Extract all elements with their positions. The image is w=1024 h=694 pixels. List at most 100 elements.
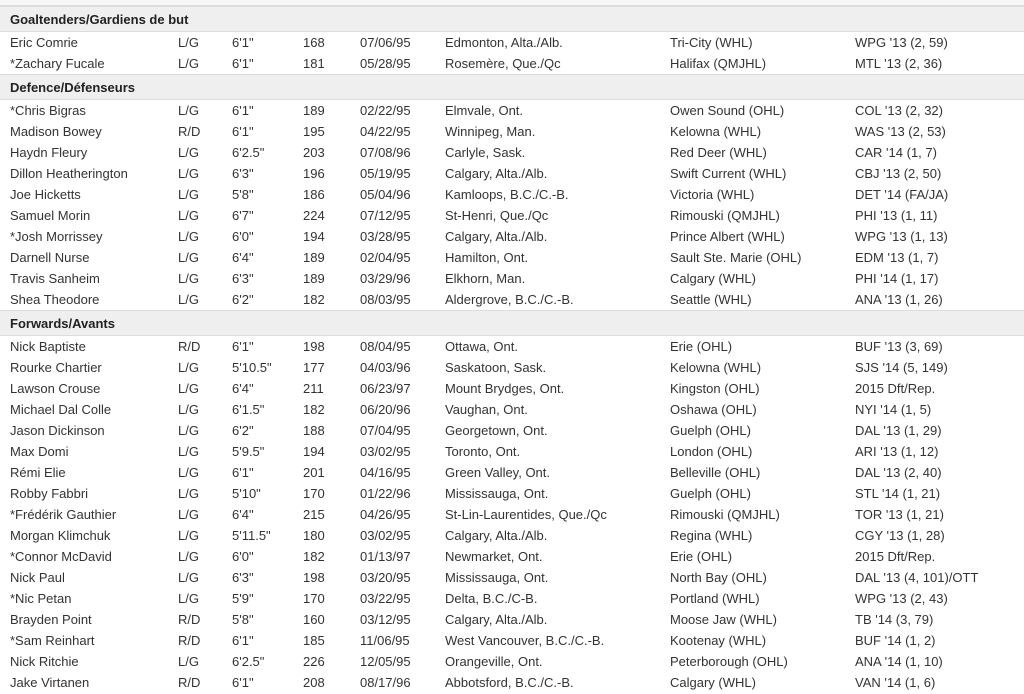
birth-date: 11/06/95	[360, 633, 410, 648]
club-team: Erie (OHL)	[670, 549, 733, 564]
player-name: *Connor McDavid	[10, 549, 112, 564]
height: 6'1"	[232, 633, 254, 648]
birth-date: 05/28/95	[360, 56, 411, 71]
shoots: L/G	[178, 229, 199, 244]
birth-date: 08/17/96	[360, 675, 411, 690]
table-row: Jason Dickinson L/G 6'2" 188 07/04/95 Georget…	[0, 420, 1024, 441]
player-name: Lawson Crouse	[10, 381, 101, 396]
club-team: Red Deer (WHL)	[670, 145, 767, 160]
club-team: Rimouski (QMJHL)	[670, 507, 780, 522]
player-name: *Frédérik Gauthier	[10, 507, 117, 522]
table-row: Darnell Nurse L/G 6'4" 189 02/04/95 Hamilton,…	[0, 247, 1024, 268]
player-name: Michael Dal Colle	[10, 402, 112, 417]
draft-info: PHI '14 (1, 17)	[855, 271, 939, 286]
draft-info: DET '14 (FA/JA)	[855, 187, 949, 202]
player-name: Nick Ritchie	[10, 654, 79, 669]
shoots: L/G	[178, 187, 199, 202]
club-team: Portland (WHL)	[670, 591, 760, 606]
draft-info: ARI '13 (1, 12)	[855, 444, 939, 459]
table-row: Joe Hicketts L/G 5'8" 186 05/04/96 Kamloops, …	[0, 184, 1024, 205]
birth-date: 05/04/96	[360, 187, 411, 202]
club-team: Kelowna (WHL)	[670, 124, 762, 139]
group-header: Defence/Défenseurs	[0, 74, 1024, 100]
birth-date: 08/03/95	[360, 292, 411, 307]
shoots: R/D	[178, 633, 201, 648]
height: 6'0"	[232, 549, 254, 564]
height: 6'3"	[232, 570, 254, 585]
hometown: Aldergrove, B.C./C.-B.	[445, 292, 574, 307]
hometown: Calgary, Alta./Alb.	[445, 229, 548, 244]
shoots: L/G	[178, 250, 199, 265]
hometown: Calgary, Alta./Alb.	[445, 528, 548, 543]
hometown: Newmarket, Ont.	[445, 549, 543, 564]
hometown: Orangeville, Ont.	[445, 654, 543, 669]
hometown: Mississauga, Ont.	[445, 486, 549, 501]
club-team: Kootenay (WHL)	[670, 633, 767, 648]
hometown: Calgary, Alta./Alb.	[445, 612, 548, 627]
birth-date: 03/02/95	[360, 444, 411, 459]
club-team: Kingston (OHL)	[670, 381, 760, 396]
table-row: *Connor McDavid L/G 6'0" 182 01/13/97 Newmark…	[0, 546, 1024, 567]
shoots: L/G	[178, 208, 199, 223]
table-row: Rourke Chartier L/G 5'10.5" 177 04/03/96 Sask…	[0, 357, 1024, 378]
player-name: Jake Virtanen	[10, 675, 90, 690]
draft-info: TB '14 (3, 79)	[855, 612, 934, 627]
table-row: Robby Fabbri L/G 5'10" 170 01/22/96 Mississau…	[0, 483, 1024, 504]
shoots: R/D	[178, 612, 201, 627]
player-name: Eric Comrie	[10, 35, 78, 50]
hometown: Kamloops, B.C./C.-B.	[445, 187, 569, 202]
player-name: Shea Theodore	[10, 292, 100, 307]
hometown: Mississauga, Ont.	[445, 570, 549, 585]
weight: 195	[303, 124, 325, 139]
club-team: London (OHL)	[670, 444, 753, 459]
player-name: Max Domi	[10, 444, 69, 459]
birth-date: 04/26/95	[360, 507, 411, 522]
hometown: Calgary, Alta./Alb.	[445, 166, 548, 181]
birth-date: 03/12/95	[360, 612, 411, 627]
birth-date: 07/12/95	[360, 208, 411, 223]
draft-info: BUF '13 (3, 69)	[855, 339, 943, 354]
draft-info: ANA '14 (1, 10)	[855, 654, 943, 669]
weight: 189	[303, 103, 325, 118]
weight: 203	[303, 145, 325, 160]
club-team: Calgary (WHL)	[670, 271, 756, 286]
draft-info: COL '13 (2, 32)	[855, 103, 943, 118]
table-row: Travis Sanheim L/G 6'3" 189 03/29/96 Elkhorn,…	[0, 268, 1024, 289]
birth-date: 02/04/95	[360, 250, 411, 265]
draft-info: MTL '13 (2, 36)	[855, 56, 943, 71]
birth-date: 08/04/95	[360, 339, 411, 354]
shoots: L/G	[178, 360, 199, 375]
weight: 215	[303, 507, 325, 522]
weight: 188	[303, 423, 325, 438]
club-team: Owen Sound (OHL)	[670, 103, 785, 118]
table-row: *Nic Petan L/G 5'9" 170 03/22/95 Delta, B.C./…	[0, 588, 1024, 609]
weight: 189	[303, 271, 325, 286]
table-row: Nick Paul L/G 6'3" 198 03/20/95 Mississauga, …	[0, 567, 1024, 588]
draft-info: WAS '13 (2, 53)	[855, 124, 946, 139]
player-name: *Chris Bigras	[10, 103, 86, 118]
height: 5'10.5"	[232, 360, 272, 375]
shoots: L/G	[178, 166, 199, 181]
weight: 194	[303, 229, 325, 244]
birth-date: 04/22/95	[360, 124, 411, 139]
weight: 201	[303, 465, 325, 480]
club-team: Sault Ste. Marie (OHL)	[670, 250, 802, 265]
weight: 186	[303, 187, 325, 202]
hometown: Vaughan, Ont.	[445, 402, 528, 417]
birth-date: 04/16/95	[360, 465, 411, 480]
weight: 198	[303, 570, 325, 585]
height: 6'1"	[232, 35, 254, 50]
player-name: Rémi Elie	[10, 465, 66, 480]
height: 5'11.5"	[232, 528, 271, 543]
table-row: *Sam Reinhart R/D 6'1" 185 11/06/95 West Vanc…	[0, 630, 1024, 651]
player-name: Nick Paul	[10, 570, 65, 585]
group-title: Defence/Défenseurs	[0, 74, 1024, 100]
weight: 226	[303, 654, 325, 669]
club-team: Regina (WHL)	[670, 528, 753, 543]
height: 6'4"	[232, 250, 254, 265]
table-row: Haydn Fleury L/G 6'2.5" 203 07/08/96 Carlyle,…	[0, 142, 1024, 163]
table-row: Shea Theodore L/G 6'2" 182 08/03/95 Aldergrov…	[0, 289, 1024, 311]
draft-info: BUF '14 (1, 2)	[855, 633, 936, 648]
table-row: Madison Bowey R/D 6'1" 195 04/22/95 Winnipeg,…	[0, 121, 1024, 142]
table-row: Nick Ritchie L/G 6'2.5" 226 12/05/95 Orangevi…	[0, 651, 1024, 672]
